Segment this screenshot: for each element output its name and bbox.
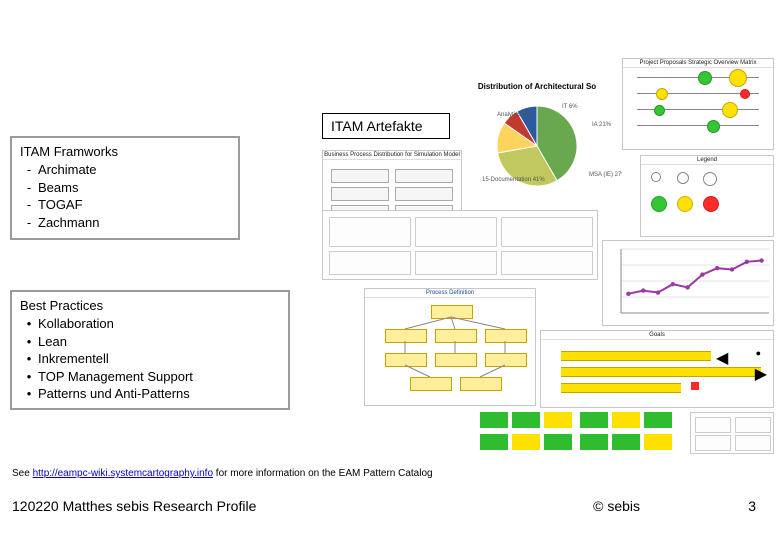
flowchart-thumb: Process Definition	[364, 288, 536, 406]
best-practices-title: Best Practices	[20, 298, 280, 313]
frameworks-item: Beams	[38, 179, 78, 197]
linechart-thumb	[602, 240, 774, 326]
best-practices-box: Best Practices •Kollaboration •Lean •Ink…	[10, 290, 290, 410]
process-thumb-title: Business Process Distribution for Simula…	[323, 151, 461, 160]
linechart-svg	[603, 241, 774, 326]
best-practices-item: Lean	[38, 333, 67, 351]
svg-text:MSA (IE) 27%: MSA (IE) 27%	[589, 172, 622, 178]
best-practices-item: Kollaboration	[38, 315, 114, 333]
small-schema-thumb	[690, 412, 774, 454]
footer-cite-link[interactable]: http://eampc-wiki.systemcartography.info	[33, 468, 213, 479]
svg-text:15-Documentation 41%: 15-Documentation 41%	[482, 177, 545, 183]
frameworks-title: ITAM Framworks	[20, 144, 230, 159]
pie-chart: Distribution of Architectural So Analyti…	[452, 84, 622, 204]
matrix-thumb: Project Proposals Strategic Overview Mat…	[622, 58, 774, 150]
matrix-thumb-title: Project Proposals Strategic Overview Mat…	[623, 59, 773, 68]
footer-cite-suffix: for more information on the EAM Pattern …	[213, 468, 433, 479]
frameworks-item: Zachmann	[38, 214, 99, 232]
footer-left: 120220 Matthes sebis Research Profile	[12, 498, 256, 514]
frameworks-item: Archimate	[38, 161, 97, 179]
best-practices-item: Inkrementell	[38, 350, 109, 368]
page-number: 3	[748, 498, 756, 514]
legend-thumb-title: Legend	[641, 156, 773, 165]
best-practices-item: Patterns und Anti-Patterns	[38, 385, 190, 403]
gantt-thumb: Goals ◀ ● ▶	[540, 330, 774, 408]
best-practices-item: TOP Management Support	[38, 368, 193, 386]
svg-text:Analytics 5%: Analytics 5%	[497, 112, 532, 118]
pie-chart-title: Distribution of Architectural So	[452, 82, 622, 91]
svg-text:IA 21%: IA 21%	[592, 122, 612, 128]
best-practices-list: •Kollaboration •Lean •Inkrementell •TOP …	[20, 315, 280, 403]
footer-citation: See http://eampc-wiki.systemcartography.…	[12, 468, 433, 479]
itam-artefakte-box: ITAM Artefakte	[322, 113, 450, 139]
frameworks-item: TOGAF	[38, 196, 83, 214]
legend-thumb: Legend	[640, 155, 774, 237]
footer-cite-prefix: See	[12, 468, 33, 479]
itam-artefakte-label: ITAM Artefakte	[331, 118, 423, 134]
frameworks-box: ITAM Framworks -Archimate -Beams -TOGAF …	[10, 136, 240, 240]
schema-thumb	[322, 210, 598, 280]
gantt-thumb-title: Goals	[541, 331, 773, 340]
pie-chart-svg: Analytics 5% IT 6% IA 21% MSA (IE) 27% 15-Do…	[452, 84, 622, 204]
svg-text:IT 6%: IT 6%	[562, 104, 578, 110]
footer-right: © sebis	[593, 498, 640, 514]
blockgrid-thumb	[480, 412, 682, 454]
frameworks-list: -Archimate -Beams -TOGAF -Zachmann	[20, 161, 230, 231]
